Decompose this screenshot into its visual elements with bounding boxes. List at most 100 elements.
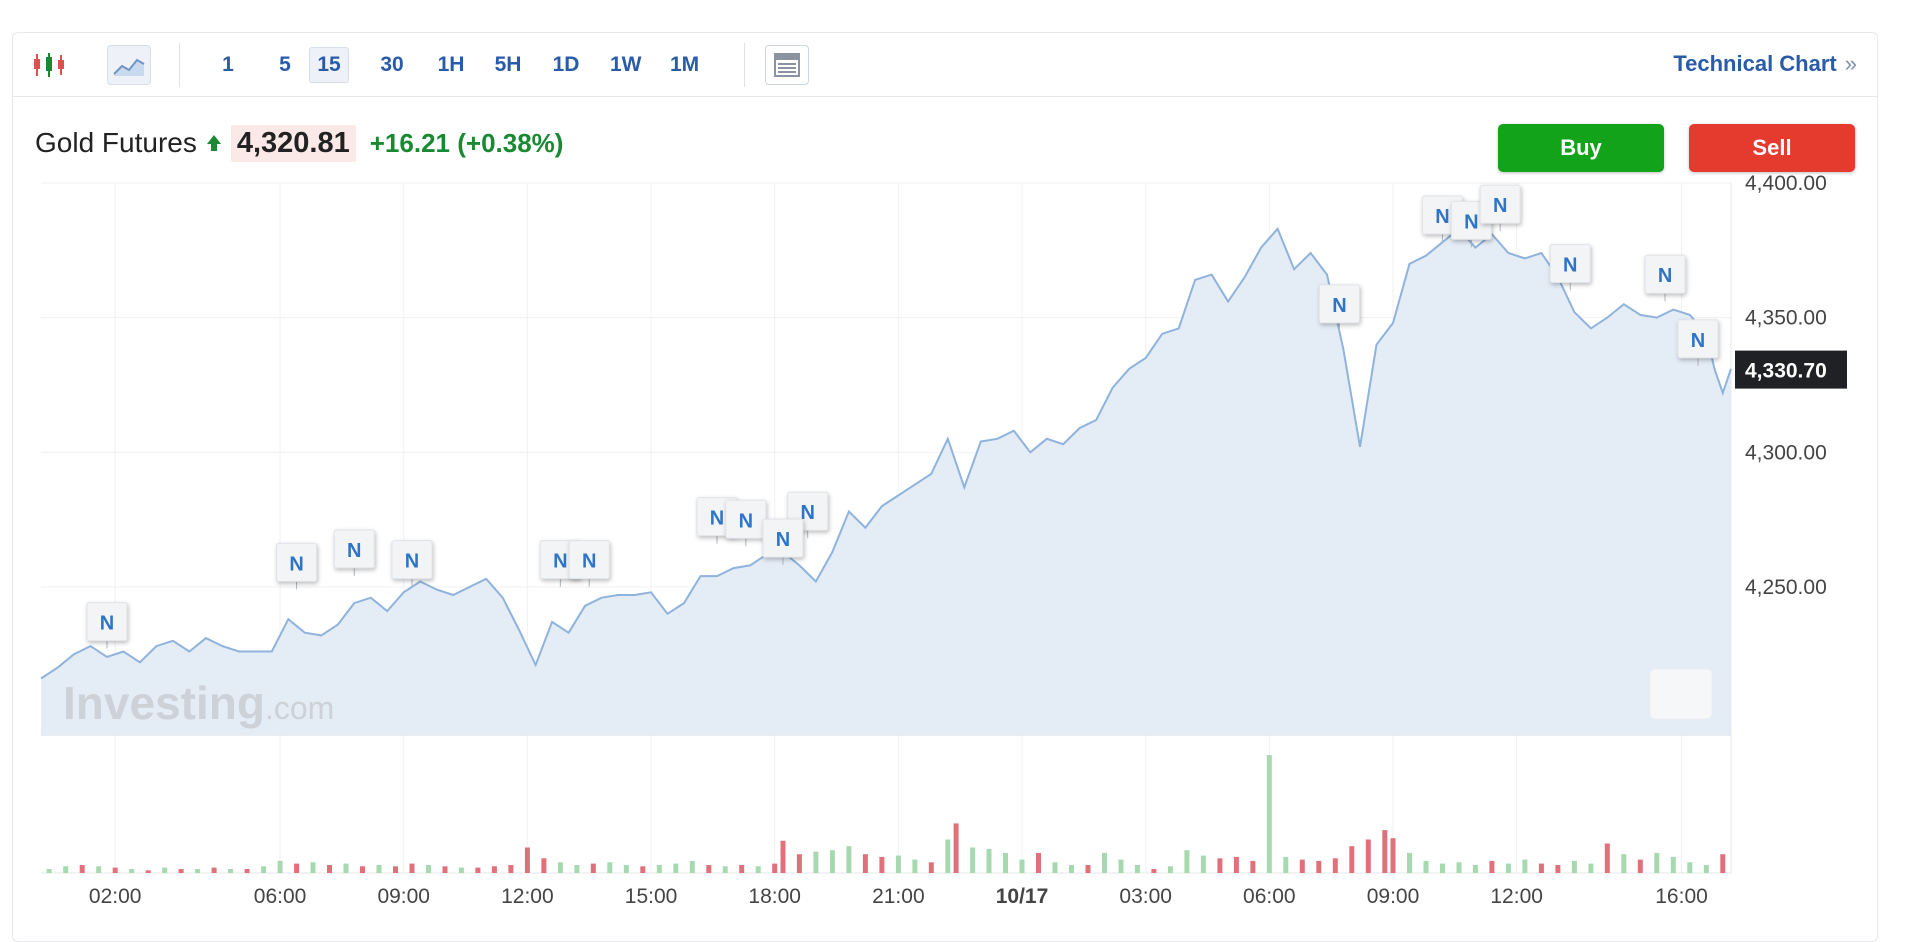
volume-bar [1085,865,1091,873]
volume-bar [1365,839,1371,873]
volume-bar [1720,854,1726,873]
y-tick-label: 4,250.00 [1745,576,1827,599]
volume-bar [829,850,835,873]
news-marker-label: N [800,502,814,524]
quote-header: Gold Futures 4,320.81 +16.21 (+0.38%) [35,121,563,165]
arrow-up-icon [206,135,221,151]
news-marker[interactable]: N [1549,243,1591,291]
interval-1[interactable]: 1 [222,53,234,76]
volume-bar [211,867,217,873]
volume-bar [1332,858,1338,873]
interval-1m[interactable]: 1M [670,53,700,76]
interval-5[interactable]: 5 [279,53,291,76]
toolbar-divider [179,43,180,87]
volume-bar [1571,860,1577,873]
volume-bar [1588,863,1594,873]
sell-button[interactable]: Sell [1689,124,1855,172]
volume-bar [623,865,629,873]
volume-bar [129,869,135,873]
volume-bar [1184,850,1190,873]
news-marker[interactable]: N [333,529,375,576]
news-marker[interactable]: N [86,602,128,649]
news-marker[interactable]: N [1479,184,1521,232]
volume-bar [1069,865,1074,873]
volume-bar [1538,863,1544,873]
x-tick-label: 15:00 [625,885,678,908]
x-tick-label: 02:00 [89,885,142,908]
volume-bar [1349,846,1355,873]
area-chart-icon[interactable] [107,45,151,85]
interval-30[interactable]: 30 [380,53,404,76]
news-marker-label: N [739,510,753,532]
volume-bar [1390,838,1396,873]
volume-bar [813,851,819,873]
volume-bar [970,847,976,873]
volume-bar [491,866,497,873]
chart-control-placeholder[interactable] [1649,668,1713,720]
interval-1w[interactable]: 1W [610,53,642,76]
interval-5h[interactable]: 5H [494,53,522,76]
volume-bar [1200,855,1206,873]
price-line [40,226,1732,680]
news-marker-label: N [776,529,790,551]
volume-bar [1052,862,1058,873]
volume-bar [862,854,868,873]
news-marker[interactable]: N [1318,284,1360,331]
volume-bar [508,865,514,873]
last-price-marker: 4,330.70 [1735,350,1847,389]
buy-button[interactable]: Buy [1498,124,1664,172]
volume-bar [912,859,918,873]
volume-bar [590,863,596,873]
x-tick-label: 16:00 [1655,885,1708,908]
volume-bar [277,860,283,873]
news-marker-label: N [710,508,724,530]
volume-bar [524,847,530,873]
volume-bar [145,870,151,873]
news-marker[interactable]: N [276,542,318,590]
news-marker[interactable]: N [1677,319,1719,366]
volume-bar [1250,860,1256,873]
news-marker-label: N [1332,295,1346,317]
volume-bar [63,866,69,873]
volume-bar [1522,859,1528,873]
table-icon[interactable] [765,45,809,85]
volume-bar [376,865,382,873]
interval-1h[interactable]: 1H [437,53,465,76]
volume-bar [1505,863,1511,873]
news-marker[interactable]: N [725,499,767,547]
news-marker[interactable]: N [391,540,433,587]
interval-15[interactable]: 15 [309,47,349,83]
news-marker-label: N [347,540,361,562]
volume-bar [442,866,448,873]
volume-bar [1266,755,1272,873]
instrument-name: Gold Futures [35,127,197,158]
volume-bar [294,863,300,873]
volume-bar [1456,862,1462,873]
volume-bar [244,869,250,873]
volume-bar [1407,852,1412,873]
candlestick-icon[interactable] [27,45,71,85]
x-tick-label: 12:00 [1490,885,1543,908]
volume-bar [475,867,481,873]
last-price-badge [1735,350,1847,389]
volume-bar [739,865,745,873]
interval-1d[interactable]: 1D [552,53,580,76]
news-marker[interactable]: N [762,518,804,566]
x-tick-label: 03:00 [1119,885,1172,908]
volume-bar [1423,860,1429,873]
news-marker-label: N [1435,206,1449,228]
volume-bar [895,855,901,873]
volume-bar [409,863,415,873]
volume-bar [458,867,464,873]
news-marker[interactable]: N [1644,254,1686,302]
technical-chart-link[interactable]: Technical Chart » [1673,51,1857,77]
last-price: 4,320.81 [230,124,356,162]
news-marker[interactable]: N [568,540,610,587]
technical-chart-label: Technical Chart [1673,51,1837,76]
volume-bar [96,866,102,873]
last-price-label: 4,330.70 [1745,360,1827,383]
volume-bar [1151,869,1157,873]
volume-bar [46,869,52,873]
volume-bar [796,854,802,873]
